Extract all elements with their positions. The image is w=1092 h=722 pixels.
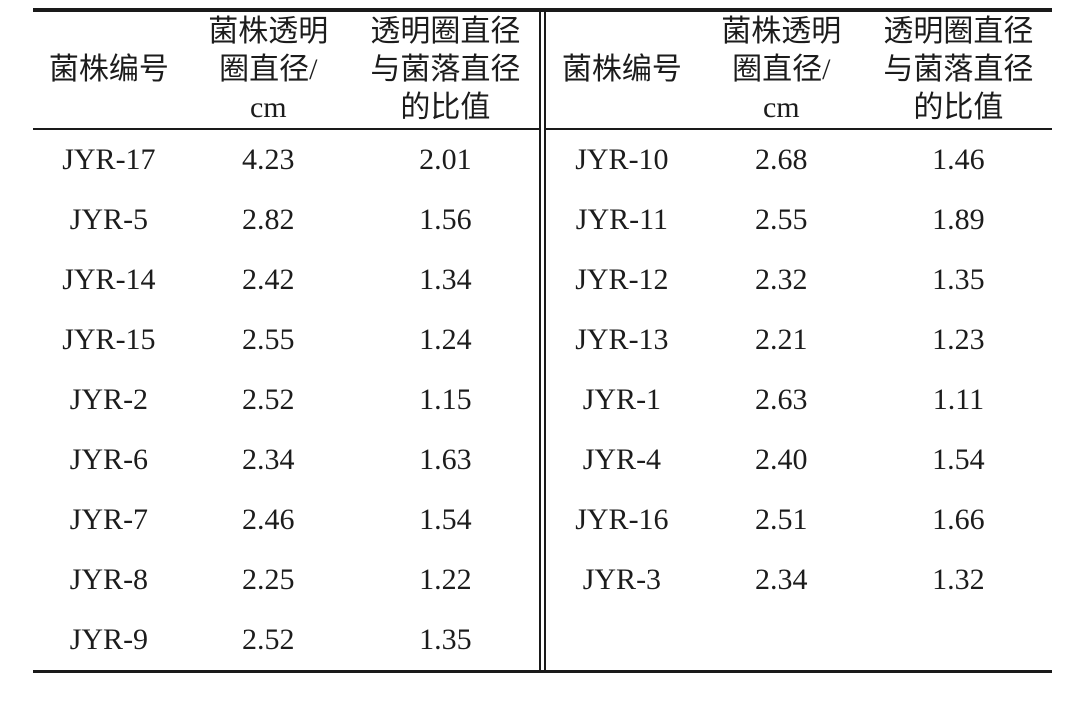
table-right-half: 菌株编号 菌株透明 圈直径/ cm 透明圈直径 与菌落直径 的比值 — [544, 12, 1052, 670]
table-cell: JYR-6 — [69, 443, 149, 476]
table-body-right: JYR-10 2.68 1.46 JYR-11 2.55 1.89 JYR-12 2.32 1.… — [546, 129, 1052, 610]
table-cell: 2.34 — [242, 443, 295, 476]
table-cell: JYR-12 — [575, 263, 669, 296]
table-row: JYR-13 2.21 1.23 — [546, 310, 1052, 370]
table-cell: 1.89 — [932, 203, 985, 236]
header-row: 菌株编号 菌株透明 圈直径/ cm 透明圈直径 与菌落直径 的比值 — [546, 12, 1052, 130]
table-row: JYR-15 2.55 1.24 — [33, 310, 539, 370]
table-cell: 1.32 — [932, 563, 985, 596]
table-row: JYR-8 2.25 1.22 — [33, 550, 539, 610]
table-row: JYR-4 2.40 1.54 — [546, 430, 1052, 490]
column-header-ratio: 透明圈直径 与菌落直径 的比值 — [864, 12, 1052, 130]
table-cell: 1.15 — [419, 383, 472, 416]
strain-table-right: 菌株编号 菌株透明 圈直径/ cm 透明圈直径 与菌落直径 的比值 — [546, 12, 1052, 610]
table-cell: 2.51 — [755, 503, 808, 536]
table-cell: 1.23 — [932, 323, 985, 356]
column-header-strain-id: 菌株编号 — [546, 12, 698, 130]
column-header-strain-id: 菌株编号 — [33, 12, 185, 130]
header-row: 菌株编号 菌株透明 圈直径/ cm 透明圈直径 与菌落直径 的比值 — [33, 12, 539, 130]
table-cell: 1.46 — [932, 143, 985, 176]
column-header-ratio: 透明圈直径 与菌落直径 的比值 — [351, 12, 539, 130]
table-cell: JYR-14 — [62, 263, 156, 296]
table-cell: JYR-4 — [582, 443, 662, 476]
table-cell: 1.34 — [419, 263, 472, 296]
table-row: JYR-10 2.68 1.46 — [546, 129, 1052, 190]
table-body-left: JYR-17 4.23 2.01 JYR-5 2.82 1.56 JYR-14 2.42 1.3… — [33, 129, 539, 670]
table-cell: 1.56 — [419, 203, 472, 236]
table-cell: 1.63 — [419, 443, 472, 476]
header-text: 菌株编号 — [48, 53, 169, 86]
table-cell: 2.21 — [755, 323, 808, 356]
table-cell: JYR-7 — [69, 503, 149, 536]
table-row: JYR-7 2.46 1.54 — [33, 490, 539, 550]
table-cell: JYR-5 — [69, 203, 149, 236]
table-row: JYR-16 2.51 1.66 — [546, 490, 1052, 550]
table-cell: 2.63 — [755, 383, 808, 416]
header-text: 菌株编号 — [561, 53, 682, 86]
column-header-clear-zone-diameter: 菌株透明 圈直径/ cm — [697, 12, 865, 130]
table-cell: JYR-2 — [69, 383, 149, 416]
table-cell: 2.46 — [242, 503, 295, 536]
table-cell: JYR-9 — [69, 623, 149, 656]
table-cell: 2.55 — [242, 323, 295, 356]
strain-clear-zone-table: 菌株编号 菌株透明 圈直径/ cm 透明圈直径 与菌落直径 的比值 — [33, 8, 1052, 673]
table-cell: JYR-8 — [69, 563, 149, 596]
table-cell: JYR-11 — [575, 203, 669, 236]
column-header-clear-zone-diameter: 菌株透明 圈直径/ cm — [184, 12, 352, 130]
table-row: JYR-17 4.23 2.01 — [33, 129, 539, 190]
table-cell: JYR-17 — [62, 143, 156, 176]
table-cell: JYR-16 — [575, 503, 669, 536]
table-cell: JYR-10 — [575, 143, 669, 176]
table-cell: 1.35 — [932, 263, 985, 296]
table-cell: 2.25 — [242, 563, 295, 596]
table-row: JYR-2 2.52 1.15 — [33, 370, 539, 430]
table-cell: 2.52 — [242, 623, 295, 656]
table-cell: JYR-15 — [62, 323, 156, 356]
table-cell: JYR-3 — [582, 563, 662, 596]
table-row: JYR-6 2.34 1.63 — [33, 430, 539, 490]
table-cell: 1.54 — [932, 443, 985, 476]
table-left-half: 菌株编号 菌株透明 圈直径/ cm 透明圈直径 与菌落直径 的比值 — [33, 12, 541, 670]
table-cell: 4.23 — [242, 143, 295, 176]
table-cell: 2.52 — [242, 383, 295, 416]
table-cell: 2.42 — [242, 263, 295, 296]
table-row: JYR-3 2.34 1.32 — [546, 550, 1052, 610]
table-row: JYR-14 2.42 1.34 — [33, 250, 539, 310]
table-cell: 1.54 — [419, 503, 472, 536]
table-row: JYR-9 2.52 1.35 — [33, 610, 539, 670]
table-cell: 1.35 — [419, 623, 472, 656]
table-cell: 2.40 — [755, 443, 808, 476]
table-cell: 2.01 — [419, 143, 472, 176]
table-cell: 2.34 — [755, 563, 808, 596]
table-cell: 2.68 — [755, 143, 808, 176]
table-row: JYR-1 2.63 1.11 — [546, 370, 1052, 430]
table-row: JYR-12 2.32 1.35 — [546, 250, 1052, 310]
table-cell: JYR-1 — [582, 383, 662, 416]
table-cell: 2.82 — [242, 203, 295, 236]
table-row: JYR-11 2.55 1.89 — [546, 190, 1052, 250]
strain-table-left: 菌株编号 菌株透明 圈直径/ cm 透明圈直径 与菌落直径 的比值 — [33, 12, 539, 670]
table-cell: JYR-13 — [575, 323, 669, 356]
table-row: JYR-5 2.82 1.56 — [33, 190, 539, 250]
table-cell: 2.32 — [755, 263, 808, 296]
table-cell: 1.11 — [932, 383, 985, 416]
table-cell: 2.55 — [755, 203, 808, 236]
table-cell: 1.66 — [932, 503, 985, 536]
table-cell: 1.22 — [419, 563, 472, 596]
table-cell: 1.24 — [419, 323, 472, 356]
